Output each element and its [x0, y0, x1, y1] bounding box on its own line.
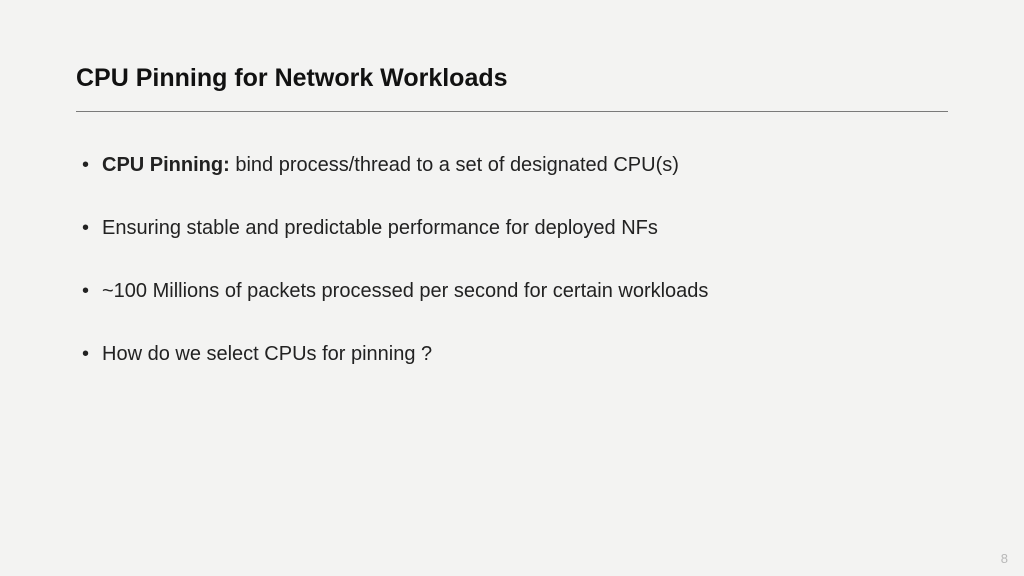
list-item: Ensuring stable and predictable performa…: [80, 215, 948, 242]
bullet-text: How do we select CPUs for pinning ?: [102, 343, 432, 365]
bullet-text: ~100 Millions of packets processed per s…: [102, 280, 708, 302]
bullet-text: bind process/thread to a set of designat…: [235, 154, 679, 176]
list-item: How do we select CPUs for pinning ?: [80, 341, 948, 368]
bullet-lead: CPU Pinning:: [102, 154, 235, 176]
slide-title: CPU Pinning for Network Workloads: [76, 64, 948, 111]
list-item: CPU Pinning: bind process/thread to a se…: [80, 152, 948, 179]
list-item: ~100 Millions of packets processed per s…: [80, 278, 948, 305]
bullet-list: CPU Pinning: bind process/thread to a se…: [76, 152, 948, 368]
bullet-text: Ensuring stable and predictable performa…: [102, 217, 658, 239]
title-rule: [76, 111, 948, 112]
slide: CPU Pinning for Network Workloads CPU Pi…: [0, 0, 1024, 576]
page-number: 8: [1001, 551, 1008, 566]
